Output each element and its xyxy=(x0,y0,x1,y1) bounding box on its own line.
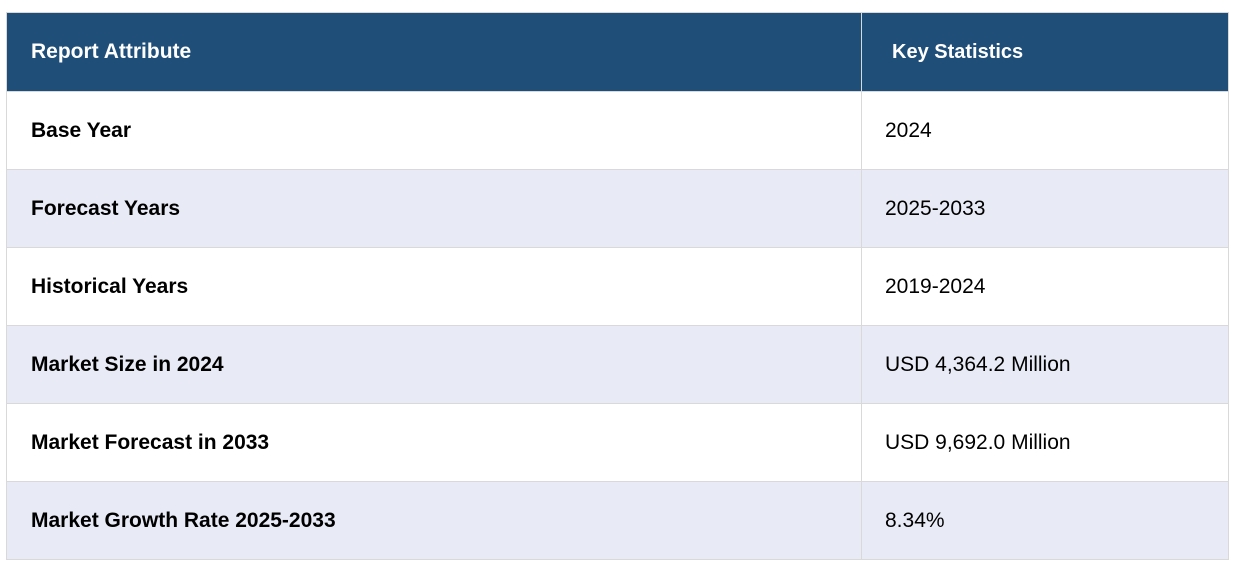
row-attribute: Market Size in 2024 xyxy=(6,325,862,404)
row-attribute: Market Forecast in 2033 xyxy=(6,403,862,482)
row-attribute: Market Growth Rate 2025-2033 xyxy=(6,481,862,560)
row-attribute: Historical Years xyxy=(6,247,862,326)
table-row: Market Growth Rate 2025-2033 8.34% xyxy=(6,481,1229,560)
row-attribute: Forecast Years xyxy=(6,169,862,248)
table-body: Base Year 2024 Forecast Years 2025-2033 … xyxy=(6,91,1229,560)
report-table: Report Attribute Key Statistics Base Yea… xyxy=(6,12,1229,560)
row-attribute: Base Year xyxy=(6,91,862,170)
table-row: Base Year 2024 xyxy=(6,91,1229,170)
row-value: USD 9,692.0 Million xyxy=(861,403,1229,482)
header-row: Report Attribute Key Statistics xyxy=(6,12,1229,92)
table-row: Market Forecast in 2033 USD 9,692.0 Mill… xyxy=(6,403,1229,482)
row-value: 2024 xyxy=(861,91,1229,170)
header-report-attribute: Report Attribute xyxy=(6,12,862,92)
table-row: Forecast Years 2025-2033 xyxy=(6,169,1229,248)
table-row: Market Size in 2024 USD 4,364.2 Million xyxy=(6,325,1229,404)
row-value: 2019-2024 xyxy=(861,247,1229,326)
row-value: 2025-2033 xyxy=(861,169,1229,248)
table-row: Historical Years 2019-2024 xyxy=(6,247,1229,326)
header-key-statistics: Key Statistics xyxy=(861,12,1229,92)
row-value: 8.34% xyxy=(861,481,1229,560)
table-header: Report Attribute Key Statistics xyxy=(6,12,1229,92)
row-value: USD 4,364.2 Million xyxy=(861,325,1229,404)
